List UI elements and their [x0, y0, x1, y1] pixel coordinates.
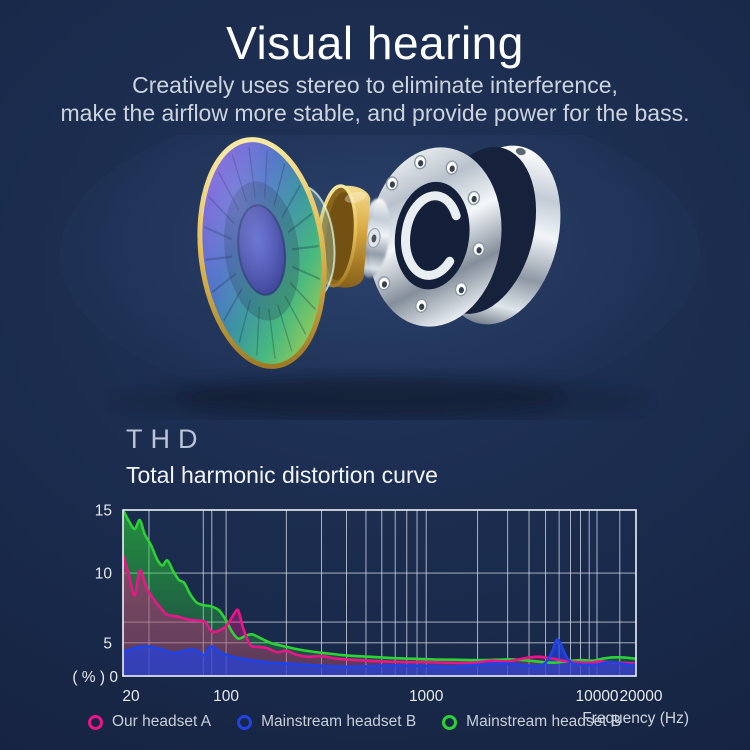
x-tick-label: 10000: [575, 688, 618, 705]
series-line-1: [123, 638, 636, 669]
y-zero-label: ( % ) 0: [72, 669, 118, 686]
diaphragm: [197, 137, 327, 369]
y-tick-label: 15: [95, 503, 112, 520]
exploded-speaker-driver-image: [60, 135, 700, 420]
legend-label: Mainstream headset B: [466, 713, 622, 730]
axis-labels: 15 10 5 ( % ) 020 100 1000 10000 20000 Frequency…: [72, 503, 689, 728]
legend-marker-icon: [88, 714, 103, 730]
page-subtitle: Creatively uses stereo to eliminate inte…: [0, 71, 750, 127]
x-tick-label: 20: [122, 688, 140, 705]
legend-label: Our headset A: [112, 713, 212, 730]
legend-label: Mainstream headset B: [261, 713, 417, 730]
series-lines: [123, 510, 636, 669]
floor-shadow: [112, 375, 648, 420]
thd-heading: THD: [126, 424, 206, 454]
x-axis-title: Frequency (Hz): [582, 710, 689, 727]
bolt-holes: [377, 155, 485, 313]
chart-legend: Our headset A Mainstream headset B Mainstr…: [88, 713, 621, 731]
series-line-2: [123, 510, 636, 665]
faceplate-ring: [368, 147, 502, 327]
thd-chart: 15 10 5 ( % ) 020 100 1000 10000 20000 Frequency…: [72, 503, 689, 728]
plot-border: [122, 509, 637, 677]
y-tick-label: 5: [103, 635, 112, 652]
page-title: Visual hearing: [226, 17, 524, 69]
series-line-0: [123, 554, 636, 665]
x-tick-label: 100: [213, 688, 239, 705]
subtitle-line-1: Creatively uses stereo to eliminate inte…: [132, 72, 618, 98]
legend-item-2: Mainstream headset B: [442, 713, 621, 731]
y-tick-label: 10: [95, 566, 113, 583]
inner-c-ring: [401, 191, 461, 280]
x-tick-label: 20000: [619, 688, 662, 705]
series-area-1: [123, 639, 636, 676]
legend-marker-icon: [442, 714, 458, 730]
chart-title: Total harmonic distortion curve: [126, 462, 438, 488]
legend-item-1: Mainstream headset B: [237, 713, 416, 731]
x-tick-label: 1000: [409, 688, 444, 705]
legend-marker-icon: [237, 714, 253, 730]
subtitle-line-2: make the airflow more stable, and provid…: [60, 100, 690, 126]
legend-item-0: Our headset A: [88, 713, 211, 731]
